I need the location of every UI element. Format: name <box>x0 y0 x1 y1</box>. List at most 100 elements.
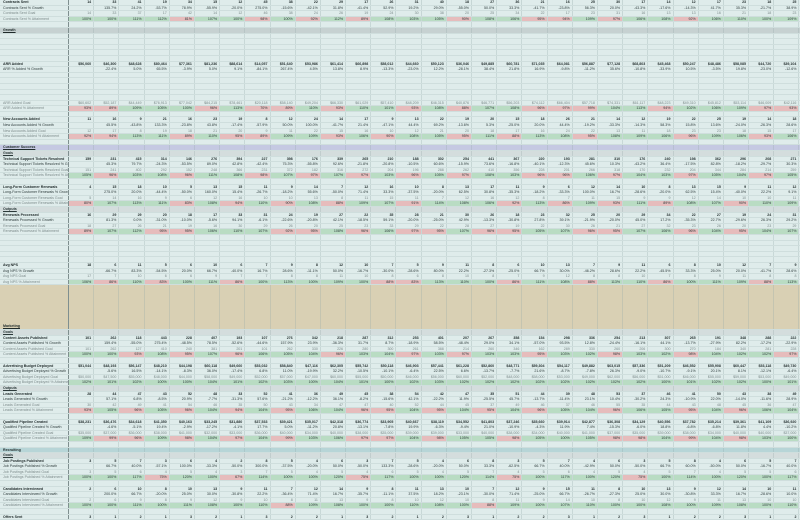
cell[interactable] <box>699 83 724 89</box>
cell[interactable]: 28.6% <box>598 268 624 274</box>
cell[interactable] <box>699 33 724 39</box>
cell[interactable] <box>119 257 145 262</box>
cell[interactable] <box>548 95 573 100</box>
row-label[interactable]: Leads Generated <box>0 391 69 397</box>
cell[interactable]: 100% <box>169 380 195 385</box>
cell[interactable] <box>422 257 447 262</box>
cell[interactable]: 93% <box>69 408 95 413</box>
cell[interactable] <box>145 330 170 335</box>
cell[interactable]: 100% <box>472 279 498 285</box>
cell[interactable] <box>321 453 347 458</box>
cell[interactable]: 100% <box>270 475 296 481</box>
cell[interactable] <box>245 251 271 257</box>
cell[interactable]: 30.0% <box>648 492 674 497</box>
cell[interactable] <box>598 206 624 212</box>
cell[interactable] <box>220 318 246 325</box>
cell[interactable] <box>497 111 523 117</box>
cell[interactable] <box>422 111 447 117</box>
cell[interactable]: 73.6% <box>472 162 498 167</box>
cell[interactable] <box>245 139 271 145</box>
cell[interactable]: -6.3% <box>422 425 447 430</box>
cell[interactable]: 110% <box>749 201 775 206</box>
cell[interactable]: 5 <box>321 469 347 475</box>
cell[interactable]: 11 <box>271 128 296 134</box>
cell[interactable]: $50,000 <box>371 374 397 380</box>
cell[interactable]: -26.7% <box>245 190 271 195</box>
cell[interactable]: 2 <box>699 514 724 520</box>
cell[interactable]: 103% <box>648 173 674 178</box>
cell[interactable]: 100% <box>572 475 598 481</box>
cell[interactable] <box>472 447 498 453</box>
cell[interactable]: 5.0% <box>195 67 221 72</box>
cell[interactable] <box>396 302 422 308</box>
cell[interactable]: 4 <box>346 469 372 475</box>
cell[interactable]: 27 <box>472 0 498 5</box>
cell[interactable] <box>724 251 750 257</box>
cell[interactable] <box>119 83 145 89</box>
cell[interactable]: 56.3% <box>573 5 598 11</box>
cell[interactable]: 15 <box>699 184 724 190</box>
cell[interactable]: $53,000 <box>548 374 573 380</box>
cell[interactable]: 33.3% <box>497 5 523 11</box>
cell[interactable]: 102% <box>648 352 674 357</box>
cell[interactable] <box>699 50 724 55</box>
cell[interactable] <box>774 179 800 184</box>
cell[interactable]: 1 <box>321 514 347 520</box>
cell[interactable]: 44 <box>648 402 674 408</box>
cell[interactable] <box>522 246 548 251</box>
cell[interactable]: 19 <box>724 117 750 123</box>
cell[interactable] <box>648 290 674 297</box>
cell[interactable] <box>447 44 472 50</box>
cell[interactable] <box>195 72 221 78</box>
cell[interactable]: 8 <box>749 274 775 279</box>
cell[interactable] <box>598 330 624 335</box>
cell[interactable] <box>271 39 296 44</box>
cell[interactable]: 95% <box>421 229 447 234</box>
cell[interactable]: -50.0% <box>170 190 195 195</box>
cell[interactable]: 4 <box>699 458 724 464</box>
cell[interactable]: $44,449 <box>119 100 145 106</box>
cell[interactable]: 13.8% <box>321 67 347 72</box>
cell[interactable] <box>497 251 523 257</box>
cell[interactable]: 109% <box>270 134 296 139</box>
cell[interactable] <box>422 413 447 419</box>
cell[interactable]: 6 <box>170 274 195 279</box>
cell[interactable]: 207 <box>447 335 472 341</box>
cell[interactable] <box>497 95 523 100</box>
cell[interactable]: 96% <box>547 173 573 178</box>
cell[interactable]: 7 <box>271 486 296 492</box>
cell[interactable] <box>396 50 422 55</box>
cell[interactable] <box>296 509 321 514</box>
cell[interactable]: 12 <box>497 486 523 492</box>
cell[interactable] <box>497 296 523 303</box>
cell[interactable] <box>472 251 498 257</box>
cell[interactable] <box>296 50 321 55</box>
cell[interactable] <box>422 318 447 325</box>
cell[interactable]: 103% <box>623 352 649 357</box>
cell[interactable] <box>497 22 523 27</box>
cell[interactable] <box>396 44 422 50</box>
cell[interactable] <box>674 441 699 447</box>
cell[interactable]: -11.1% <box>371 492 397 497</box>
cell[interactable] <box>447 234 472 240</box>
cell[interactable]: 100.0% <box>296 123 321 128</box>
cell[interactable] <box>371 234 397 240</box>
cell[interactable]: -33.3% <box>598 123 624 128</box>
cell[interactable]: $60,118 <box>195 363 221 369</box>
cell[interactable]: $38,000 <box>497 430 523 436</box>
cell[interactable]: 31 <box>774 212 800 218</box>
cell[interactable]: 204 <box>371 167 397 173</box>
cell[interactable] <box>119 139 145 145</box>
cell[interactable] <box>245 290 271 297</box>
cell[interactable]: -50.0% <box>220 464 246 469</box>
cell[interactable]: $74,112 <box>522 100 548 106</box>
cell[interactable] <box>699 246 724 251</box>
cell[interactable] <box>774 44 800 50</box>
cell[interactable]: -8.7% <box>548 369 573 374</box>
cell[interactable] <box>245 22 271 27</box>
cell[interactable]: 10.5% <box>674 67 699 72</box>
cell[interactable] <box>170 318 195 325</box>
cell[interactable]: -21.7% <box>749 5 775 11</box>
cell[interactable]: 2 <box>674 514 699 520</box>
cell[interactable]: 104% <box>245 436 271 441</box>
